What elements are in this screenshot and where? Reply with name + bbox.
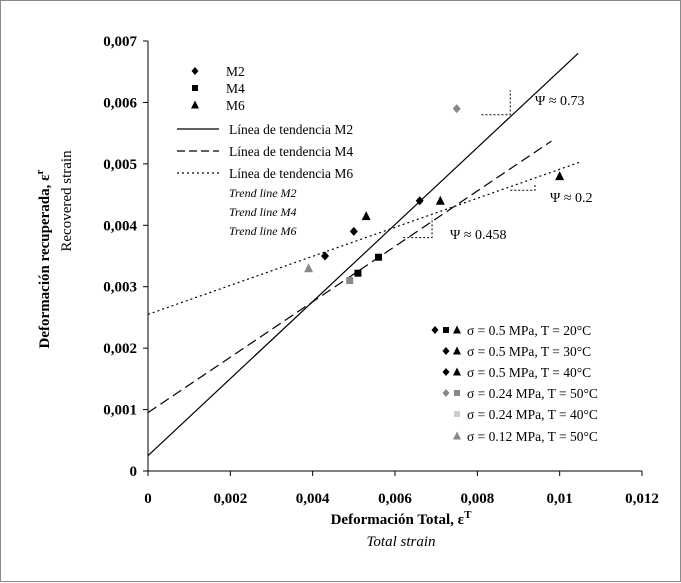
condition-marker [453,346,461,355]
condition-marker [442,389,450,397]
data-point-m4 [375,253,383,261]
condition-marker [454,411,460,417]
x-tick-label: 0 [144,491,152,507]
legend-marker-m6 [191,100,199,109]
condition-marker [453,325,461,334]
y-axis-title-sup: r [34,169,46,174]
legend-label: M6 [226,98,245,113]
data-point-m6 [435,195,445,205]
slope-triangle [481,90,511,116]
condition-label: σ = 0.5 MPa, T = 20°C [467,323,591,338]
x-tick-label: 0,004 [296,491,330,507]
condition-label: σ = 0.12 MPa, T = 50°C [467,429,598,444]
trend-line-dotted [147,161,581,315]
slope-triangle [510,182,536,191]
y-tick-label: 0,001 [103,403,137,419]
slope-label: Ψ ≈ 0.2 [550,191,593,206]
condition-marker [443,327,449,333]
slope-label: Ψ ≈ 0.73 [535,94,585,109]
y-axis-title-group: Deformación recuperada, εr [34,169,53,348]
x-tick-label: 0,012 [625,491,659,507]
condition-label: σ = 0.24 MPa, T = 50°C [467,386,598,401]
data-point-m6 [555,171,565,181]
y-tick-label: 0 [130,464,138,480]
x-axis-title-text: Deformación Total, ε [331,512,465,528]
data-point-m2 [415,196,424,206]
y-tick-label: 0,005 [103,157,137,173]
y-tick-label: 0,004 [103,218,137,234]
x-tick-label: 0,008 [460,491,494,507]
legend-marker-m2 [191,67,199,75]
condition-label: σ = 0.5 MPa, T = 40°C [467,365,591,380]
condition-marker [454,390,460,396]
condition-label: σ = 0.5 MPa, T = 30°C [467,344,591,359]
legend-label: M2 [226,64,245,79]
y-axis-title-text: Deformación recuperada, ε [37,174,53,349]
data-point-m2 [321,251,330,261]
x-axis-title: Deformación Total, εT [331,509,472,528]
y-tick-label: 0,003 [103,280,137,296]
data-point-m6 [304,263,314,273]
condition-label: σ = 0.24 MPa, T = 40°C [467,407,598,422]
data-point-m2 [452,104,461,114]
condition-marker [431,326,439,334]
x-axis-title-sup: T [464,509,472,521]
data-point-m4 [346,277,354,285]
condition-marker [453,431,461,440]
y-axis-title-en-group: Recovered strain [59,150,75,252]
y-tick-label: 0,006 [103,95,137,111]
slope-label: Ψ ≈ 0.458 [450,228,507,243]
legend-marker-m4 [192,85,198,91]
condition-marker [453,367,461,376]
slope-triangle [403,217,433,239]
y-axis-title: Deformación recuperada, εr [34,169,53,348]
legend-line-label-en: Trend line M6 [229,224,297,238]
data-point-m4 [354,269,362,277]
legend-line-label: Línea de tendencia M4 [229,144,353,159]
legend-line-label: Línea de tendencia M2 [229,122,353,137]
y-axis-title-en: Recovered strain [59,150,75,252]
y-tick-label: 0,007 [103,34,137,50]
legend-line-label-en: Trend line M2 [229,186,297,200]
legend-line-label-en: Trend line M4 [229,205,297,219]
condition-marker [442,347,450,355]
x-axis-title-en: Total strain [366,534,435,550]
legend-line-label: Línea de tendencia M6 [229,166,353,181]
trend-line-solid [147,52,579,457]
y-tick-label: 0,002 [103,341,137,357]
legend-label: M4 [226,81,245,96]
data-point-m6 [361,211,371,221]
x-tick-label: 0,002 [213,491,247,507]
x-tick-label: 0,01 [547,491,573,507]
x-tick-label: 0,006 [378,491,412,507]
trend-line-dashed [147,140,552,414]
data-point-m2 [349,226,358,236]
condition-marker [442,368,450,376]
